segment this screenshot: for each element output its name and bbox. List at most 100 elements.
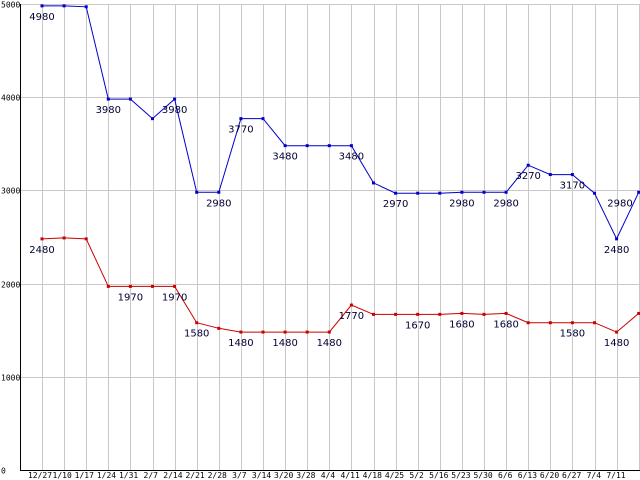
x-axis-tick-labels: 12/27 1/10 1/17 1/24 1/31 2/7 2/14 2/21 2/28 3/7 3… [28,471,626,480]
data-label: 1580 [184,329,209,340]
y-tick-label: 3000 [1,187,20,196]
data-labels: 4980 3980 3980 2980 3770 3480 3480 2970 2980 2980… [29,12,632,349]
data-point [526,321,530,325]
x-tick-label: 12/27 [28,471,52,480]
data-point [40,237,44,241]
data-point [195,190,199,194]
data-point [62,4,66,8]
data-point [151,117,154,121]
x-tick-label: 7/11 [606,471,625,480]
data-point [593,321,596,325]
x-tick-label: 6/13 [518,471,537,480]
data-point [128,284,132,288]
data-point [261,330,265,334]
x-tick-label: 5/23 [451,471,470,480]
x-tick-label: 1/17 [75,471,94,480]
data-point [261,117,265,121]
y-tick-label: 0 [1,467,6,476]
data-point [283,144,287,148]
data-point [570,173,574,177]
data-label: 3980 [96,105,121,116]
data-point [416,191,420,195]
data-point [305,144,309,148]
data-point [173,284,177,288]
data-label: 2980 [607,198,632,209]
data-label: 1970 [118,292,143,303]
y-axis-tick-labels: 0 1000 2000 3000 4000 5000 [1,1,20,476]
x-tick-label: 6/20 [540,471,559,480]
data-point [482,190,486,194]
data-point [548,173,552,177]
data-label: 3980 [162,105,187,116]
data-label: 1670 [405,320,430,331]
x-tick-label: 6/27 [562,471,581,480]
x-tick-label: 4/25 [385,471,404,480]
data-label: 2980 [493,198,518,209]
data-point [438,191,442,195]
data-point [106,97,110,101]
series-1 [40,4,640,241]
x-tick-label: 2/7 [144,471,159,480]
data-label: 1680 [449,319,474,330]
x-tick-label: 2/28 [208,471,227,480]
data-point [40,4,44,8]
series-line [41,237,640,333]
x-tick-label: 1/10 [53,471,72,480]
x-tick-label: 6/6 [498,471,513,480]
data-point [128,97,132,101]
data-point [416,312,420,316]
data-point [239,330,243,334]
data-point [637,190,640,194]
x-tick-label: 3/14 [252,471,271,480]
data-point [394,191,398,195]
data-label: 3770 [228,125,253,136]
data-point [349,144,353,148]
data-point [217,190,221,194]
data-label: 3170 [560,181,585,192]
data-point [615,330,619,334]
axes [20,4,640,471]
x-tick-label: 2/21 [185,471,204,480]
data-label: 2980 [206,198,231,209]
data-point [239,117,243,121]
data-point [438,312,442,316]
data-label: 2480 [604,245,629,256]
data-label: 3480 [339,152,364,163]
data-point [84,5,88,9]
data-point [217,326,221,330]
data-label: 2970 [383,199,408,210]
data-point [460,311,464,315]
data-point [62,236,66,240]
data-label: 1480 [272,338,297,349]
data-label: 3270 [515,171,540,182]
data-label: 1580 [560,329,585,340]
data-label: 1970 [162,292,187,303]
data-point [637,311,640,315]
x-tick-label: 5/16 [429,471,448,480]
x-tick-label: 4/4 [321,471,336,480]
data-point [460,190,464,194]
y-tick-label: 4000 [1,94,20,103]
data-point [526,163,530,167]
data-label: 1480 [228,338,253,349]
data-point [394,312,398,316]
data-label: 1770 [339,311,364,322]
data-label: 1680 [493,319,518,330]
y-tick-label: 1000 [1,374,20,383]
series-2 [40,236,640,334]
data-point [283,330,287,334]
x-tick-label: 5/30 [473,471,492,480]
data-point [548,321,552,325]
data-point [593,191,596,195]
x-tick-label: 3/20 [274,471,293,480]
data-label: 4980 [29,12,54,23]
series-lines [40,4,640,334]
x-tick-label: 3/7 [232,471,247,480]
data-point [570,321,574,325]
x-tick-label: 4/11 [341,471,360,480]
x-tick-label: 4/18 [363,471,382,480]
x-tick-label: 5/2 [409,471,424,480]
data-point [504,190,508,194]
x-tick-label: 1/31 [119,471,138,480]
